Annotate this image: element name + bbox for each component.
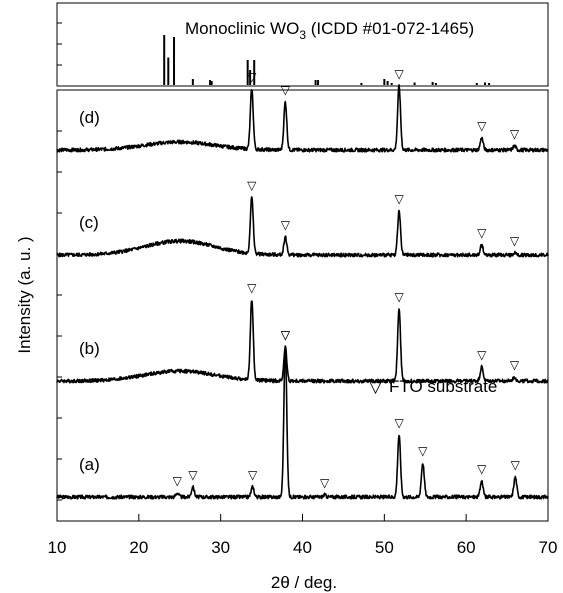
fto-marker: ▽ [247, 281, 257, 295]
fto-marker: ▽ [510, 358, 520, 372]
x-tick-label: 20 [129, 538, 148, 557]
x-tick-label: 50 [375, 538, 394, 557]
trace-label: (b) [79, 339, 100, 358]
reference-panel: Monoclinic WO3 (ICDD #01-072-1465) [56, 2, 549, 87]
legend-label: FTO substrate [389, 377, 497, 396]
trace-a [56, 345, 549, 500]
fto-marker: ▽ [281, 328, 291, 342]
trace-labels: (a) (b) (c) (d) [79, 108, 100, 474]
trace-label: (d) [79, 108, 100, 127]
main-panel: 10 20 30 40 50 60 70 (a)(b)(c)(d) ▽ ▽ ▽▽▽▽▽▽ ▽▽▽▽… [48, 67, 558, 557]
fto-marker: ▽ [173, 474, 183, 488]
fto-marker: ▽ [281, 328, 291, 342]
trace-d [56, 84, 549, 153]
fto-marker: ▽ [320, 476, 330, 490]
fto-marker: ▽ [510, 127, 520, 141]
xrd-traces [56, 84, 549, 500]
fto-marker: ▽ [247, 70, 257, 84]
x-axis-label: 2θ / deg. [271, 573, 337, 592]
fto-marker: ▽ [247, 178, 257, 192]
fto-marker: ▽ [394, 192, 404, 206]
fto-marker: ▽ [511, 458, 521, 472]
x-tick-label: 10 [48, 538, 67, 557]
fto-marker: ▽ [188, 468, 198, 482]
fto-marker: ▽ [418, 444, 428, 458]
fto-marker: ▽ [477, 462, 487, 476]
reference-y-ticks [57, 22, 62, 66]
x-tick-label: 60 [457, 538, 476, 557]
fto-marker: ▽ [281, 83, 291, 97]
reference-sticks [163, 35, 491, 85]
trace-b [56, 300, 549, 384]
fto-marker: ▽ [394, 416, 404, 430]
fto-marker: ▽ [477, 119, 487, 133]
fto-marker: ▽ [394, 67, 404, 81]
fto-marker: ▽ [248, 468, 258, 482]
y-axis-label: Intensity (a. u. ) [15, 236, 34, 353]
fto-marker: ▽ [477, 348, 487, 362]
fto-marker: ▽ [394, 290, 404, 304]
x-tick-label: 30 [211, 538, 230, 557]
trace-label: (a) [79, 455, 100, 474]
x-tick-label: 40 [293, 538, 312, 557]
plot-frame [56, 89, 549, 522]
fto-markers: ▽ ▽ ▽ ▽ ▽ ▽ ▽ ▽ ▽ ▽ ▽ ▽ ▽ ▽ ▽ ▽ ▽ ▽ ▽ ▽ ▽ ▽ ▽ ▽ [173, 67, 521, 490]
legend: ▽ FTO substrate [369, 377, 497, 396]
y-axis-ticks [57, 130, 62, 501]
reference-label: Monoclinic WO3 (ICDD #01-072-1465) [185, 19, 474, 42]
x-axis: 10 20 30 40 50 60 70 [48, 514, 558, 557]
fto-marker: ▽ [510, 234, 520, 248]
legend-marker: ▽ [369, 377, 383, 396]
fto-marker: ▽ [477, 226, 487, 240]
trace-c [56, 196, 549, 258]
fto-marker: ▽ [281, 218, 291, 232]
trace-label: (c) [79, 213, 99, 232]
x-tick-label: 70 [539, 538, 558, 557]
reference-panel-frame [56, 2, 549, 87]
